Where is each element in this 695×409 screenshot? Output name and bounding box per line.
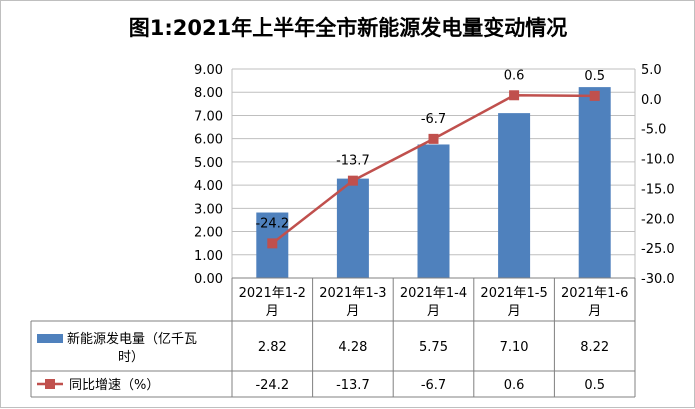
category-label: 2021年1-6 bbox=[561, 286, 628, 301]
y-right-tick-label: -5.0 bbox=[641, 123, 666, 138]
table-value: 0.5 bbox=[584, 378, 605, 393]
table-value: 8.22 bbox=[580, 340, 609, 355]
y-left-tick-label: 2.00 bbox=[194, 226, 223, 241]
legend-line-marker bbox=[45, 379, 55, 389]
growth-marker-1 bbox=[267, 238, 278, 249]
growth-data-label: 0.6 bbox=[504, 68, 525, 83]
growth-data-label: 0.5 bbox=[584, 69, 605, 84]
category-label: 月 bbox=[508, 304, 521, 319]
y-left-tick-label: 4.00 bbox=[194, 179, 223, 194]
y-left-tick-label: 5.00 bbox=[194, 156, 223, 171]
y-right-tick-label: 0.0 bbox=[641, 93, 662, 108]
category-label: 月 bbox=[427, 304, 440, 319]
y-right-tick-label: -30.0 bbox=[641, 272, 675, 287]
growth-marker-3 bbox=[428, 133, 439, 144]
table-value: -13.7 bbox=[336, 378, 370, 393]
y-right-tick-label: 5.0 bbox=[641, 63, 662, 78]
legend-bar-key bbox=[37, 334, 63, 343]
chart-title: 图1:2021年上半年全市新能源发电量变动情况 bbox=[129, 16, 567, 40]
table-value: 4.28 bbox=[338, 340, 367, 355]
growth-data-label: -13.7 bbox=[336, 154, 370, 169]
y-left-tick-label: 8.00 bbox=[194, 86, 223, 101]
y-right-tick-label: -10.0 bbox=[641, 153, 675, 168]
y-left-tick-label: 3.00 bbox=[194, 202, 223, 217]
growth-marker-2 bbox=[347, 175, 358, 186]
growth-marker-5 bbox=[589, 90, 600, 101]
growth-data-label: -24.2 bbox=[255, 216, 289, 231]
legend-bar-label: 新能源发电量（亿千瓦 bbox=[67, 331, 197, 347]
y-right-tick-label: -25.0 bbox=[641, 242, 675, 257]
table-value: -6.7 bbox=[421, 378, 446, 393]
category-label: 月 bbox=[266, 304, 279, 319]
bar-3 bbox=[417, 144, 450, 278]
y-left-tick-label: 9.00 bbox=[194, 63, 223, 78]
y-right-tick-label: -20.0 bbox=[641, 212, 675, 227]
category-label: 月 bbox=[588, 304, 601, 319]
bar-2 bbox=[336, 178, 369, 278]
growth-data-label: -6.7 bbox=[421, 112, 446, 127]
legend-line-label: 同比增速（%） bbox=[69, 378, 159, 393]
category-label: 2021年1-3 bbox=[319, 286, 386, 301]
category-label: 2021年1-2 bbox=[239, 286, 306, 301]
category-label: 2021年1-5 bbox=[480, 286, 547, 301]
table-value: 2.82 bbox=[258, 340, 287, 355]
y-left-tick-label: 1.00 bbox=[194, 249, 223, 264]
table-value: 0.6 bbox=[504, 378, 525, 393]
table-value: 5.75 bbox=[419, 340, 448, 355]
category-label: 月 bbox=[346, 304, 359, 319]
bar-4 bbox=[498, 113, 531, 278]
y-left-tick-label: 6.00 bbox=[194, 133, 223, 148]
y-right-tick-label: -15.0 bbox=[641, 182, 675, 197]
growth-marker-4 bbox=[509, 90, 520, 101]
category-label: 2021年1-4 bbox=[400, 286, 467, 301]
table-value: 7.10 bbox=[500, 340, 529, 355]
table-value: -24.2 bbox=[255, 378, 289, 393]
y-left-tick-label: 7.00 bbox=[194, 109, 223, 124]
legend-bar-label: 时） bbox=[118, 350, 144, 365]
y-left-tick-label: 0.00 bbox=[194, 272, 223, 287]
bar-5 bbox=[578, 87, 611, 278]
